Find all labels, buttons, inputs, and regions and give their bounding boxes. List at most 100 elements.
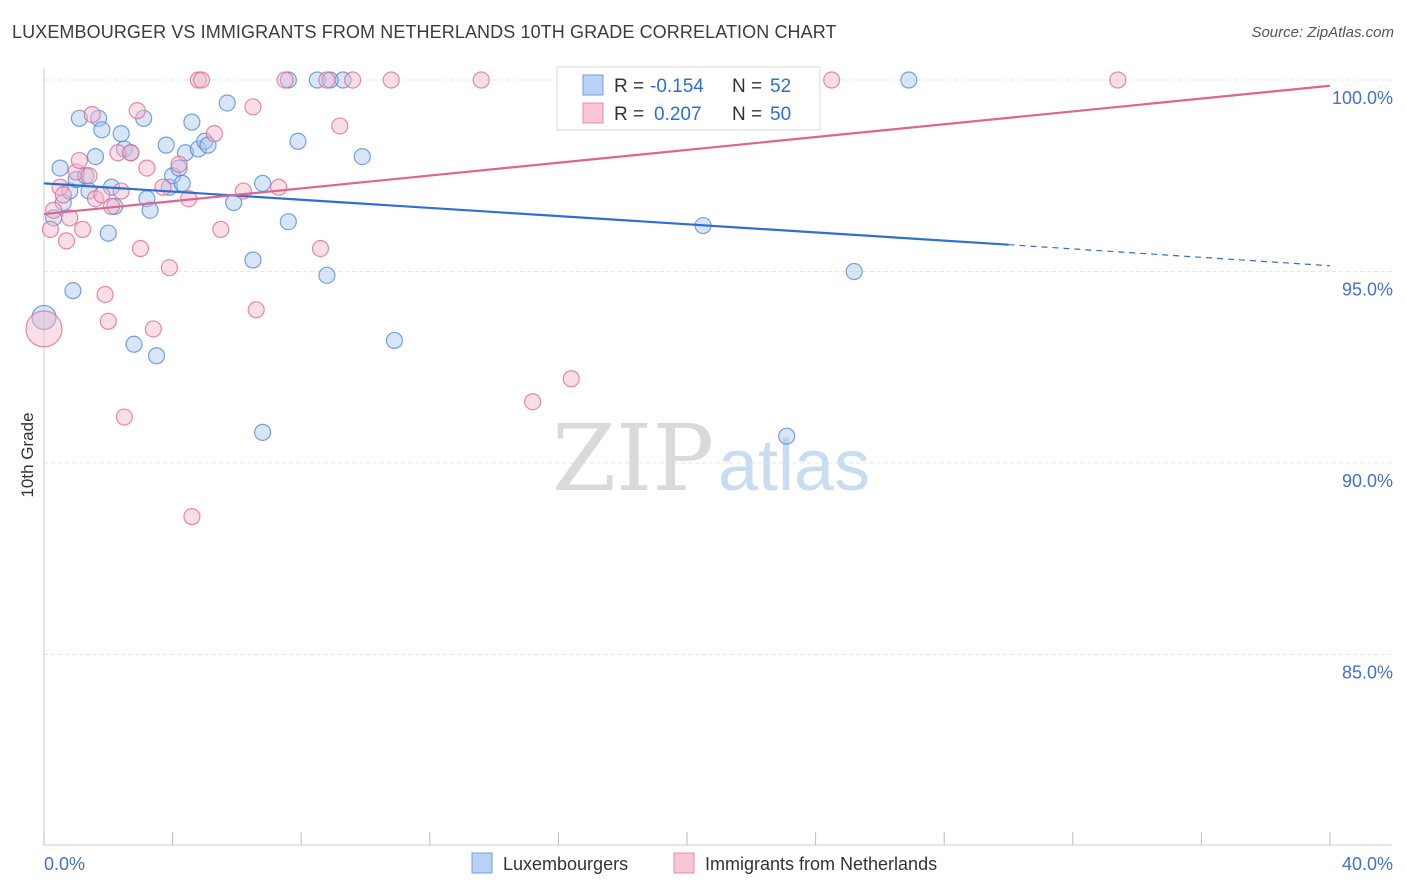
data-point-luxembourgers <box>308 71 326 89</box>
data-point-netherlands <box>115 408 133 426</box>
bottom-legend-swatch-pink <box>673 852 695 874</box>
x-tick-label-start: 0.0% <box>44 854 85 874</box>
legend-n-label-2: N = <box>732 104 762 125</box>
data-point-netherlands <box>276 71 294 89</box>
legend-r-value-2: 0.207 <box>654 104 702 125</box>
data-point-luxembourgers <box>900 71 918 89</box>
data-point-luxembourgers <box>112 125 130 143</box>
watermark-zip: ZIP <box>552 405 714 512</box>
data-point-luxembourgers <box>353 148 371 166</box>
data-point-luxembourgers <box>51 159 69 177</box>
data-point-netherlands <box>247 301 265 319</box>
trend-line-luxembourgers <box>43 182 1009 246</box>
data-point-netherlands <box>183 508 201 526</box>
data-point-netherlands <box>54 186 72 204</box>
data-point-netherlands <box>160 259 178 277</box>
data-point-luxembourgers <box>173 174 191 193</box>
x-tick-label-end: 40.0% <box>1342 854 1393 874</box>
data-point-netherlands <box>344 71 362 89</box>
data-point-netherlands <box>83 105 101 124</box>
data-point-netherlands <box>205 125 223 143</box>
trend-line-netherlands <box>43 84 1331 216</box>
data-point-netherlands <box>154 178 172 196</box>
y-tick-label: 85.0% <box>1342 663 1393 683</box>
data-point-luxembourgers <box>64 282 82 300</box>
data-point-netherlands <box>96 285 114 304</box>
axes <box>43 68 1392 846</box>
data-point-netherlands <box>1109 71 1127 89</box>
source-label: Source: ZipAtlas.com <box>1251 24 1394 41</box>
data-point-luxembourgers <box>99 224 117 242</box>
data-point-netherlands <box>382 71 400 89</box>
data-point-netherlands <box>331 117 349 135</box>
stats-legend: R = -0.154 N = 52 R = 0.207 N = 50 <box>556 66 821 131</box>
y-tick-label: 90.0% <box>1342 471 1393 491</box>
data-point-netherlands <box>80 167 98 185</box>
legend-swatch-pink <box>582 102 604 124</box>
data-point-netherlands <box>45 201 63 219</box>
legend-r-label-2: R = <box>614 104 644 125</box>
data-point-netherlands <box>212 220 230 238</box>
data-point-netherlands <box>192 71 211 89</box>
data-point-netherlands <box>128 102 146 120</box>
data-point-luxembourgers <box>141 201 159 219</box>
data-point-netherlands <box>73 220 92 238</box>
data-point-netherlands <box>99 312 117 330</box>
data-point-luxembourgers <box>157 136 175 154</box>
data-point-netherlands <box>131 239 150 258</box>
tick-labels: 100.0% 95.0% 90.0% 85.0% 0.0% 40.0% <box>44 88 1393 874</box>
legend-n-label-1: N = <box>732 76 762 97</box>
data-point-netherlands <box>25 310 63 348</box>
data-point-luxembourgers <box>289 132 307 150</box>
series-legend: Luxembourgers Immigrants from Netherland… <box>471 852 937 874</box>
data-point-netherlands <box>823 71 841 89</box>
data-point-luxembourgers <box>385 331 404 350</box>
data-point-luxembourgers <box>254 174 272 193</box>
data-point-luxembourgers <box>147 347 166 365</box>
data-point-luxembourgers <box>93 121 111 139</box>
data-point-luxembourgers <box>70 109 88 127</box>
trend-lines <box>43 84 1331 267</box>
data-point-netherlands <box>57 232 76 250</box>
chart-title: LUXEMBOURGER VS IMMIGRANTS FROM NETHERLA… <box>12 22 837 42</box>
bottom-legend-label-2: Immigrants from Netherlands <box>705 854 937 874</box>
data-point-luxembourgers <box>86 148 105 166</box>
legend-swatch-blue <box>582 74 604 96</box>
data-point-netherlands <box>112 182 130 200</box>
data-point-netherlands <box>109 144 127 162</box>
data-point-netherlands <box>244 98 262 116</box>
data-point-netherlands <box>311 239 330 258</box>
data-point-luxembourgers <box>244 251 262 269</box>
data-point-netherlands <box>41 220 60 238</box>
data-point-luxembourgers <box>254 423 272 441</box>
data-points <box>25 71 1127 526</box>
data-point-luxembourgers <box>318 266 336 284</box>
data-point-netherlands <box>562 370 580 388</box>
grid-lines <box>44 79 1392 655</box>
data-point-netherlands <box>170 155 188 173</box>
data-point-luxembourgers <box>183 113 201 131</box>
data-point-netherlands <box>122 144 140 162</box>
legend-r-value-1: -0.154 <box>650 76 704 97</box>
data-point-netherlands <box>270 178 288 196</box>
bottom-legend-label-1: Luxembourgers <box>503 854 628 874</box>
data-point-netherlands <box>318 71 336 89</box>
data-point-netherlands <box>472 71 490 89</box>
legend-n-value-1: 52 <box>770 76 791 97</box>
data-point-luxembourgers <box>218 94 236 112</box>
data-point-luxembourgers <box>279 213 297 231</box>
data-point-netherlands <box>144 320 162 338</box>
legend-n-value-2: 50 <box>770 104 791 125</box>
data-point-netherlands <box>61 209 79 227</box>
y-axis-title: 10th Grade <box>18 412 37 497</box>
data-point-netherlands <box>138 159 156 177</box>
y-tick-label: 100.0% <box>1332 88 1393 108</box>
data-point-luxembourgers <box>845 262 863 281</box>
data-point-netherlands <box>70 151 88 170</box>
data-point-netherlands <box>524 393 542 411</box>
trend-line-extension <box>1008 244 1331 267</box>
legend-r-label-1: R = <box>614 76 644 97</box>
data-point-luxembourgers <box>778 427 796 445</box>
y-tick-label: 95.0% <box>1342 280 1393 300</box>
